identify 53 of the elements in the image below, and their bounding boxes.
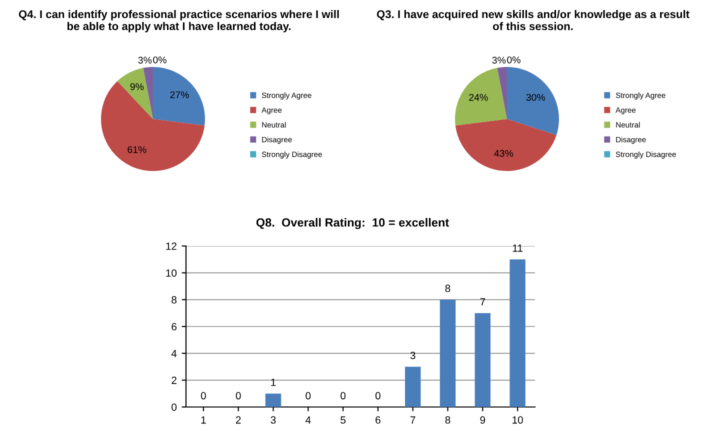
pie-slice	[101, 81, 205, 171]
x-tick-label: 5	[340, 416, 346, 424]
y-tick-label: 6	[172, 323, 177, 330]
data-label: 27%	[170, 91, 189, 98]
data-label: 30%	[526, 94, 545, 101]
x-tick-label: 4	[305, 416, 311, 424]
pie-slice	[507, 67, 559, 136]
data-label: 8	[445, 284, 450, 292]
pie-slice	[455, 68, 507, 126]
data-label: 1	[271, 378, 276, 386]
chart-title: Q8. Overall Rating: 10 = excellent	[256, 218, 449, 230]
x-tick-label: 2	[236, 416, 241, 424]
bar	[474, 313, 490, 407]
chart-title: Q3. I have acquired new skills and/or knowledge as a result of this session.	[376, 10, 690, 30]
data-label: 61%	[128, 146, 146, 154]
data-label: 3%	[492, 56, 506, 64]
x-tick-label: 9	[480, 416, 486, 424]
x-tick-label: 6	[376, 416, 380, 424]
pie-slice	[497, 67, 507, 119]
y-tick-label: 12	[166, 242, 176, 250]
bar	[404, 366, 421, 407]
x-tick-label: 1	[201, 416, 206, 424]
data-label: 3%	[138, 56, 152, 64]
data-label: 43%	[494, 150, 514, 157]
y-tick-label: 2	[172, 376, 176, 384]
x-tick-label: 10	[512, 416, 523, 424]
bar	[265, 394, 282, 407]
pie-slice	[153, 67, 205, 126]
x-tick-label: 7	[410, 416, 416, 424]
pie-slice	[117, 68, 153, 119]
bar	[510, 259, 526, 407]
x-tick-label: 8	[445, 416, 450, 424]
data-label: 3	[410, 352, 416, 360]
y-tick-label: 4	[171, 350, 177, 358]
data-label: 0	[200, 392, 206, 400]
y-tick-label: 0	[172, 404, 177, 411]
y-tick-label: 10	[166, 269, 177, 277]
data-label: 9%	[130, 83, 144, 90]
x-tick-label: 3	[270, 416, 276, 424]
pie-slice	[455, 119, 556, 171]
chart-title: Q4. I can identify professional practice scenarios where I will be able to apply what I have learned today.	[18, 10, 339, 32]
data-label: 24%	[469, 94, 488, 101]
data-label: 0	[236, 392, 241, 400]
data-label: 7	[480, 298, 486, 306]
data-label: 0	[306, 392, 311, 400]
text: 0%	[507, 56, 520, 64]
text: 0%	[153, 56, 166, 64]
data-label: 0	[375, 392, 380, 400]
data-label: 0	[340, 392, 346, 400]
pie-slice	[143, 67, 153, 119]
data-label: 11	[512, 244, 522, 252]
bar	[440, 300, 456, 407]
y-tick-label: 8	[172, 296, 177, 304]
